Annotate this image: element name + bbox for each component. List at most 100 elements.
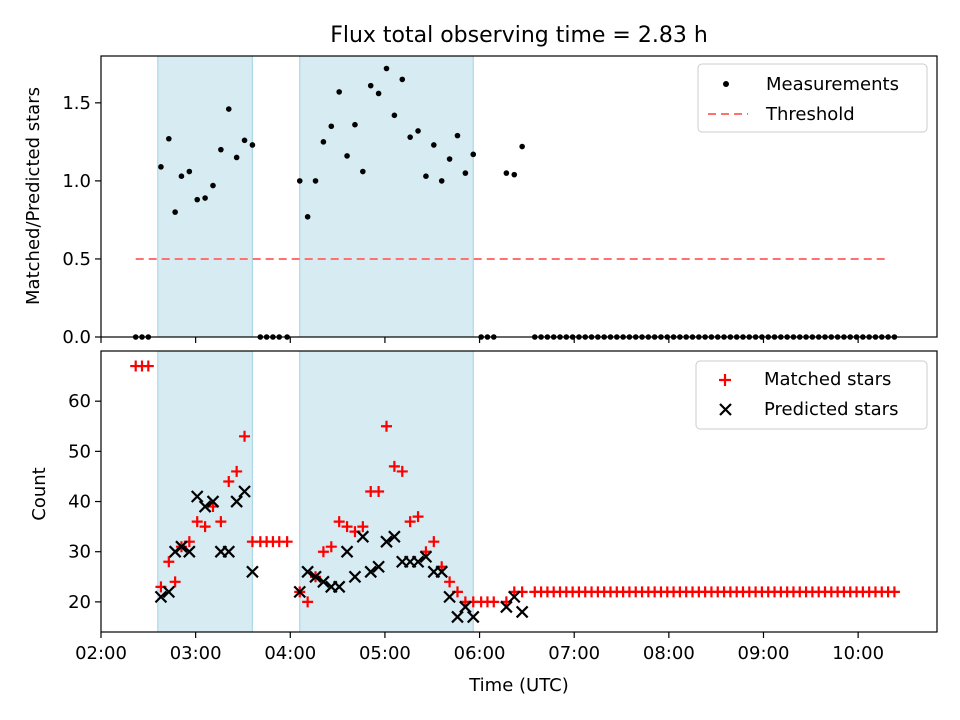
matched-star-point — [239, 430, 251, 442]
predicted-star-point — [332, 580, 346, 594]
y-tick-label: 30 — [68, 542, 91, 563]
predicted-star-point — [459, 600, 472, 614]
measurement-point — [172, 209, 178, 215]
y-tick-label: 50 — [68, 441, 91, 462]
predicted-star-point — [411, 555, 425, 569]
predicted-star-point — [293, 585, 307, 599]
predicted-star-point — [451, 610, 464, 624]
bottom-axes-frame — [100, 350, 938, 633]
matched-star-point — [412, 511, 424, 523]
measurement-point — [462, 170, 469, 176]
matched-star-point — [444, 576, 456, 588]
predicted-star-point — [230, 495, 243, 508]
predicted-star-point — [507, 590, 521, 604]
matched-star-point — [488, 596, 500, 608]
bottom-y-axis-label: Count — [29, 467, 50, 520]
top-legend: Measurements Threshold — [697, 63, 928, 133]
y-tick-label: 60 — [68, 391, 91, 412]
predicted-stars-points — [154, 485, 529, 624]
bottom-x-ticks: 02:00 03:00 04:00 05:00 06:00 07:00 08:00 09:00… — [75, 632, 884, 664]
y-tick-label: 0.0 — [62, 327, 91, 348]
measurement-point — [194, 196, 201, 203]
matched-star-point — [325, 541, 337, 553]
predicted-star-point — [388, 530, 401, 543]
measurement-point — [407, 134, 413, 140]
legend-measurements-label: Measurements — [766, 74, 899, 95]
measurement-point — [249, 142, 256, 148]
measurement-point — [241, 137, 248, 144]
predicted-star-point — [500, 600, 513, 614]
measurement-point — [233, 154, 240, 161]
x-tick-label: 07:00 — [548, 643, 600, 664]
measurement-point — [423, 173, 429, 180]
measurement-point — [446, 156, 453, 162]
measurement-point — [296, 178, 303, 184]
matched-star-point — [169, 576, 181, 588]
matched-star-point — [281, 536, 293, 548]
predicted-star-point — [435, 565, 448, 579]
measurement-point — [391, 112, 398, 119]
shaded-interval — [299, 56, 474, 337]
predicted-star-point — [348, 570, 362, 584]
measurement-point — [431, 142, 437, 148]
bottom-legend: Matched stars Predicted stars — [695, 360, 928, 430]
measurement-point — [383, 65, 390, 72]
matched-star-point — [341, 521, 353, 533]
x-tick-label: 02:00 — [75, 643, 127, 664]
matched-star-point — [215, 516, 227, 528]
x-tick-label: 10:00 — [832, 643, 884, 664]
top-axes-frame — [100, 55, 938, 338]
matched-star-point — [142, 360, 154, 372]
measurement-point — [511, 171, 518, 178]
predicted-star-point — [380, 535, 393, 548]
matched-star-point — [428, 536, 440, 548]
predicted-star-point — [301, 565, 314, 579]
predicted-star-point — [206, 495, 220, 508]
y-tick-label: 1.0 — [62, 171, 91, 192]
matched-star-point — [223, 475, 235, 487]
x-tick-label: 05:00 — [359, 643, 411, 664]
top-x-ticks — [100, 337, 859, 343]
predicted-star-point — [309, 570, 322, 584]
measurement-point — [210, 182, 216, 189]
predicted-star-point — [356, 530, 370, 543]
bottom-shaded-intervals — [157, 351, 474, 632]
predicted-star-point — [372, 560, 385, 574]
predicted-star-point — [198, 500, 212, 513]
measurement-point — [415, 128, 421, 134]
predicted-star-point — [190, 490, 204, 503]
x-tick-label: 04:00 — [264, 643, 316, 664]
measurement-point — [312, 178, 319, 184]
x-tick-label: 06:00 — [454, 643, 506, 664]
x-tick-label: 03:00 — [170, 643, 222, 664]
matched-star-point — [317, 546, 329, 558]
predicted-star-point — [175, 540, 188, 553]
predicted-star-point — [154, 590, 168, 604]
matched-star-point — [231, 465, 243, 477]
predicted-star-point — [238, 485, 251, 498]
predicted-star-point — [466, 610, 480, 624]
shaded-interval — [157, 351, 253, 632]
matched-star-point — [381, 420, 393, 432]
matched-star-point — [888, 586, 900, 598]
measurement-point — [166, 135, 172, 142]
matched-star-point — [396, 465, 408, 477]
top-panel: 0.0 0.5 1.0 1.5 Matched/Predicted stars Mea… — [23, 55, 938, 348]
predicted-star-point — [246, 565, 259, 579]
x-tick-label: 08:00 — [643, 643, 695, 664]
matched-star-point — [199, 521, 211, 533]
shaded-interval — [299, 351, 474, 632]
predicted-star-point — [317, 575, 330, 589]
predicted-star-point — [183, 545, 196, 558]
matched-star-point — [163, 556, 175, 568]
predicted-star-point — [222, 545, 236, 558]
measurement-point — [470, 151, 477, 158]
x-axis-label: Time (UTC) — [468, 675, 569, 696]
measurement-point — [336, 89, 342, 95]
x-tick-label: 09:00 — [738, 643, 790, 664]
measurement-point — [503, 170, 510, 176]
measurement-point — [158, 164, 164, 170]
matched-star-point — [373, 486, 385, 497]
measurement-point — [186, 168, 193, 175]
matched-star-point — [404, 516, 416, 528]
